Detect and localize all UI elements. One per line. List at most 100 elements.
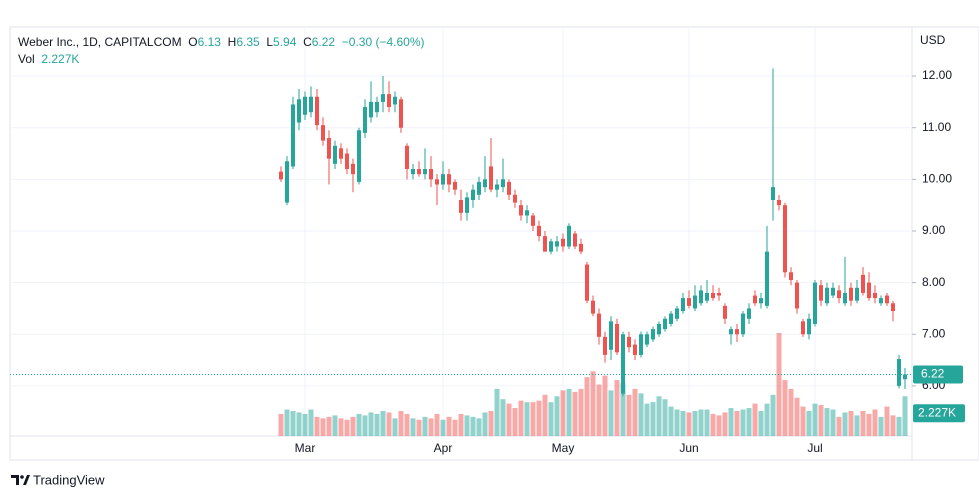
candle-body [681, 298, 685, 312]
volume-bar [716, 415, 722, 436]
ohlc-value: 5.94 [273, 35, 297, 49]
volume-bar [692, 410, 698, 436]
volume-bar [752, 403, 758, 436]
candle-body [549, 241, 553, 252]
candle-body [807, 318, 811, 335]
volume-bar [470, 416, 476, 436]
volume-bar [836, 416, 842, 436]
candle-body [609, 321, 613, 350]
ohlc-key: C [303, 35, 312, 49]
y-tick-label: 12.00 [922, 68, 952, 82]
candle-body [381, 94, 385, 102]
volume-bar [740, 409, 746, 436]
candle-body [441, 174, 445, 185]
candle-body [783, 205, 787, 273]
volume-bar [770, 394, 776, 436]
candle-body [729, 329, 733, 335]
volume-bar [776, 333, 782, 436]
candle-body [831, 287, 835, 296]
candle-body [573, 233, 577, 247]
volume-bar [422, 416, 428, 436]
candle-body [801, 321, 805, 335]
candle-body [669, 313, 673, 324]
candle-body [579, 243, 583, 252]
volume-bar [698, 409, 704, 436]
volume-bar [890, 415, 896, 436]
last-volume-box [913, 404, 965, 423]
y-tick-label: 7.00 [922, 326, 946, 340]
candle-body [759, 298, 763, 304]
volume-bar [446, 416, 452, 436]
candle-body [903, 374, 907, 380]
volume-bar [512, 408, 518, 436]
volume-bar [710, 413, 716, 436]
last-volume-label: 2.227K [918, 405, 956, 419]
candle-body [333, 145, 337, 164]
volume-bar [518, 400, 524, 436]
volume-name: Vol [18, 52, 35, 66]
candle-body [633, 344, 637, 355]
candle-body [339, 148, 343, 159]
volume-bar [458, 413, 464, 436]
volume-bar [746, 408, 752, 436]
volume-bar [656, 396, 662, 436]
volume-bar [302, 413, 308, 436]
candle-body [735, 329, 739, 335]
candle-body [501, 179, 505, 188]
volume-bar [854, 415, 860, 436]
candle-body [291, 104, 295, 167]
volume-bar [614, 380, 620, 436]
candle-body [297, 99, 301, 123]
volume-bar [332, 415, 338, 436]
volume-bar [602, 375, 608, 436]
volume-bar [386, 412, 392, 436]
candle-body [795, 282, 799, 309]
candle-body [567, 225, 571, 247]
candle-body [837, 290, 841, 299]
candle-body [423, 169, 427, 175]
volume-bar [608, 390, 614, 436]
volume-bar [650, 402, 656, 436]
candle-body [873, 292, 877, 299]
volume-bar [800, 406, 806, 436]
volume-bar [758, 410, 764, 436]
candle-body [465, 197, 469, 213]
candle-body [597, 313, 601, 337]
x-tick-label: Jul [807, 441, 822, 455]
x-tick-label: Jun [679, 441, 698, 455]
volume-bar [440, 419, 446, 436]
candle-body [519, 205, 523, 216]
volume-bar [482, 412, 488, 436]
candle-body [615, 323, 619, 353]
volume-bar [362, 415, 368, 436]
candle-body [543, 236, 547, 252]
candle-body [777, 199, 781, 206]
volume-bar [668, 406, 674, 436]
candle-body [627, 336, 631, 348]
volume-bar [506, 403, 512, 436]
candle-body [489, 166, 493, 190]
y-tick-label: 8.00 [922, 275, 946, 289]
volume-bar [548, 402, 554, 436]
volume-bar [416, 419, 422, 436]
volume-bar [584, 377, 590, 436]
volume-bar [398, 410, 404, 436]
volume-bar [476, 418, 482, 436]
candle-body [405, 145, 409, 170]
candle-body [675, 308, 679, 319]
candle-body [897, 359, 901, 386]
candle-body [459, 199, 463, 213]
volume-bar [284, 409, 290, 436]
candle-body [849, 287, 853, 301]
volume-bar [494, 388, 500, 436]
volume-bar [860, 410, 866, 436]
y-tick-label: 9.00 [922, 223, 946, 237]
volume-bar [848, 410, 854, 436]
candle-body [621, 334, 625, 394]
volume-bar [818, 405, 824, 436]
candles [279, 68, 907, 397]
volume-bar [542, 394, 548, 436]
legend: Weber Inc., 1D, CAPITALCOM O6.13 H6.35 L… [18, 34, 425, 68]
tradingview-logo [11, 475, 30, 485]
candle-body [477, 181, 481, 195]
